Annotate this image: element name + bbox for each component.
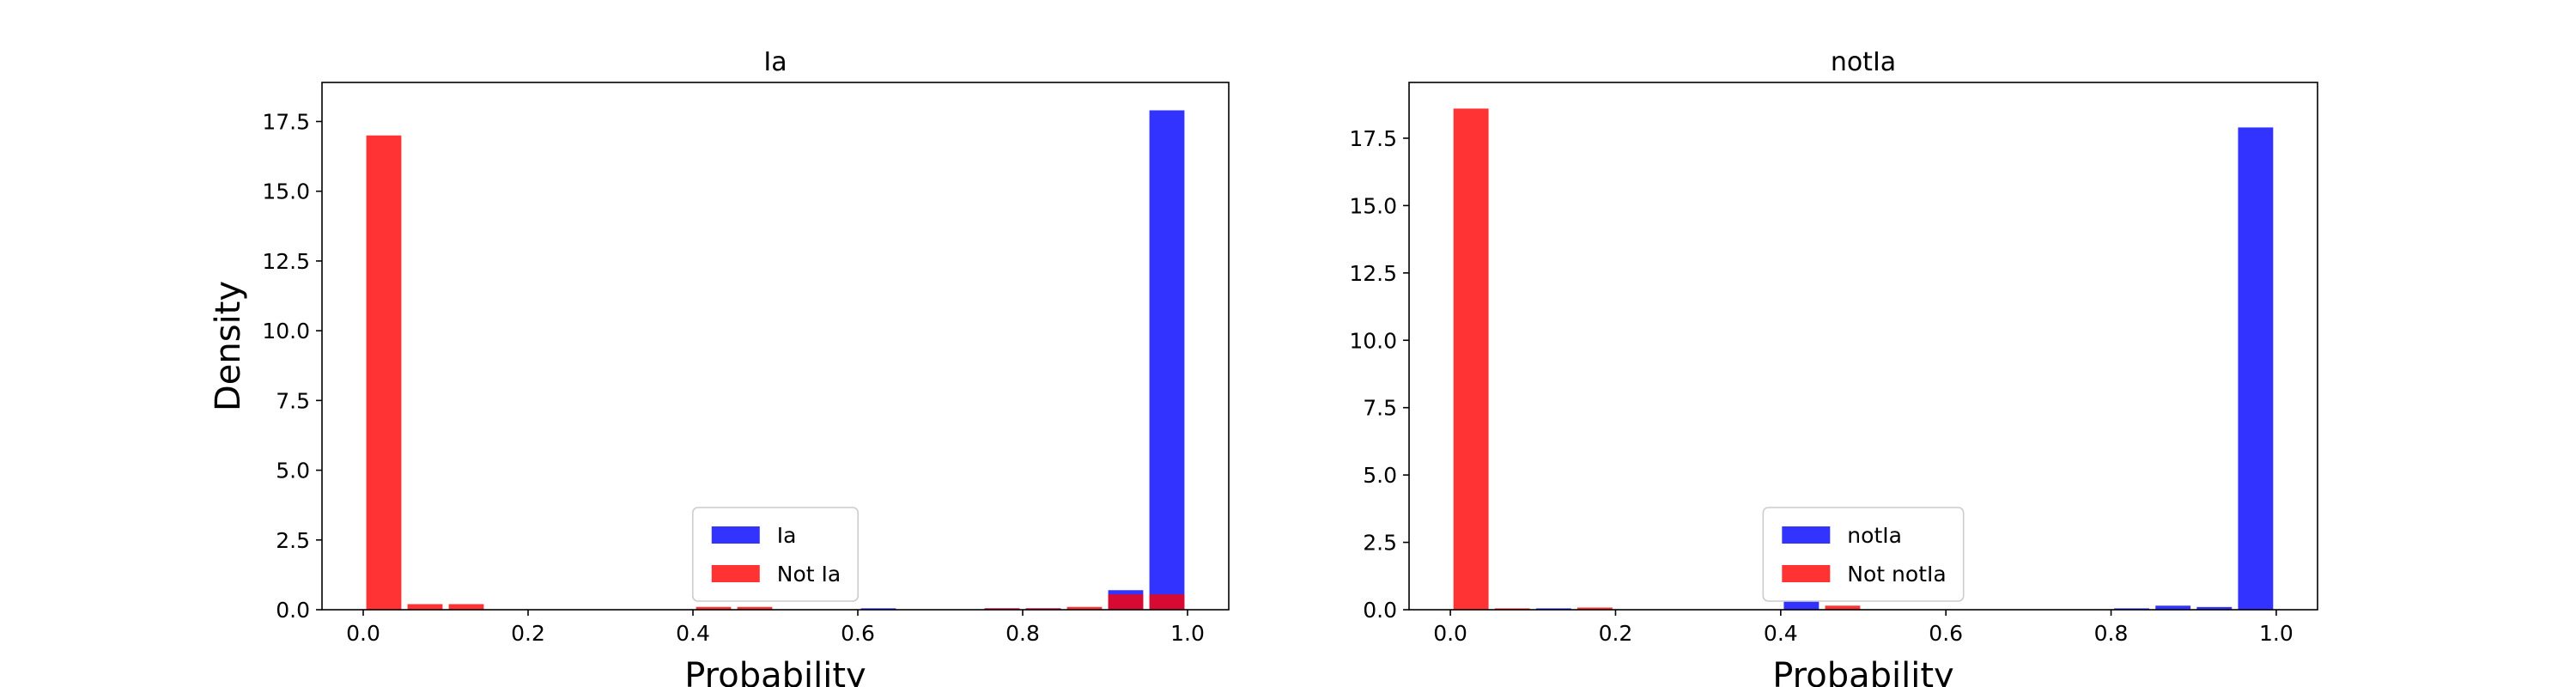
- x-tick-label: 0.2: [1599, 621, 1633, 646]
- axes-frame: [1408, 82, 2318, 611]
- y-tick-label: 10.0: [1349, 328, 1397, 353]
- bar: [860, 608, 896, 610]
- legend-frame: [691, 507, 860, 602]
- x-tick-label: 0.0: [1433, 621, 1467, 646]
- chart-title: Ia: [763, 47, 787, 77]
- legend-label: Ia: [777, 523, 797, 548]
- y-tick-label: 7.5: [276, 388, 310, 413]
- bar: [1453, 108, 1489, 610]
- bar: [737, 606, 773, 610]
- legend-label: Not notIa: [1847, 562, 1946, 587]
- y-tick-label: 7.5: [1363, 396, 1397, 421]
- y-tick-label: 5.0: [1363, 463, 1397, 488]
- legend-label: Not Ia: [777, 562, 841, 587]
- bar: [448, 604, 484, 610]
- chart-title: notIa: [1831, 47, 1896, 77]
- bar: [2155, 605, 2191, 610]
- bar: [407, 604, 443, 610]
- y-tick-label: 2.5: [276, 528, 310, 553]
- bar: [366, 135, 402, 611]
- legend-swatch: [1782, 565, 1831, 582]
- x-tick-label: 1.0: [1170, 621, 1205, 646]
- x-tick-label: 1.0: [2259, 621, 2293, 646]
- x-axis-label: Probability: [684, 656, 866, 687]
- y-tick-label: 12.5: [1349, 261, 1397, 286]
- y-tick-label: 17.5: [1349, 126, 1397, 151]
- axes-frame: [321, 82, 1230, 611]
- bar: [1066, 606, 1103, 610]
- bar: [1108, 594, 1144, 610]
- y-tick-label: 12.5: [262, 249, 310, 274]
- y-axis-label: Density: [209, 281, 248, 411]
- x-tick-label: 0.0: [346, 621, 380, 646]
- x-tick-label: 0.4: [1764, 621, 1798, 646]
- bar: [1825, 605, 1861, 610]
- bar: [1149, 110, 1185, 611]
- legend: Ia Not Ia: [691, 507, 860, 602]
- x-tick-label: 0.6: [1929, 621, 1963, 646]
- y-tick-label: 5.0: [276, 459, 310, 483]
- x-tick-label: 0.2: [511, 621, 545, 646]
- bar: [2196, 606, 2233, 610]
- bar: [984, 608, 1020, 610]
- x-tick-label: 0.6: [841, 621, 875, 646]
- legend: notIa Not notIa: [1762, 507, 1965, 602]
- legend-swatch: [711, 565, 760, 582]
- bar: [1577, 607, 1613, 610]
- bar: [696, 606, 732, 610]
- legend-label: notIa: [1847, 523, 1902, 548]
- y-tick-label: 17.5: [262, 109, 310, 134]
- y-tick-label: 2.5: [1363, 531, 1397, 556]
- legend-swatch: [1782, 526, 1831, 544]
- y-tick-label: 15.0: [262, 179, 310, 204]
- bar: [1149, 594, 1185, 610]
- y-tick-label: 0.0: [1363, 598, 1397, 623]
- y-tick-label: 10.0: [262, 319, 310, 344]
- legend-frame: [1762, 507, 1965, 602]
- x-tick-label: 0.4: [676, 621, 710, 646]
- bar: [2238, 127, 2274, 610]
- y-tick-label: 0.0: [276, 598, 310, 623]
- x-tick-label: 0.8: [2094, 621, 2129, 646]
- bar: [1025, 608, 1061, 610]
- y-tick-label: 15.0: [1349, 193, 1397, 218]
- x-tick-label: 0.8: [1005, 621, 1040, 646]
- bar: [1783, 601, 1820, 610]
- legend-swatch: [711, 526, 760, 544]
- x-axis-label: Probability: [1772, 656, 1953, 687]
